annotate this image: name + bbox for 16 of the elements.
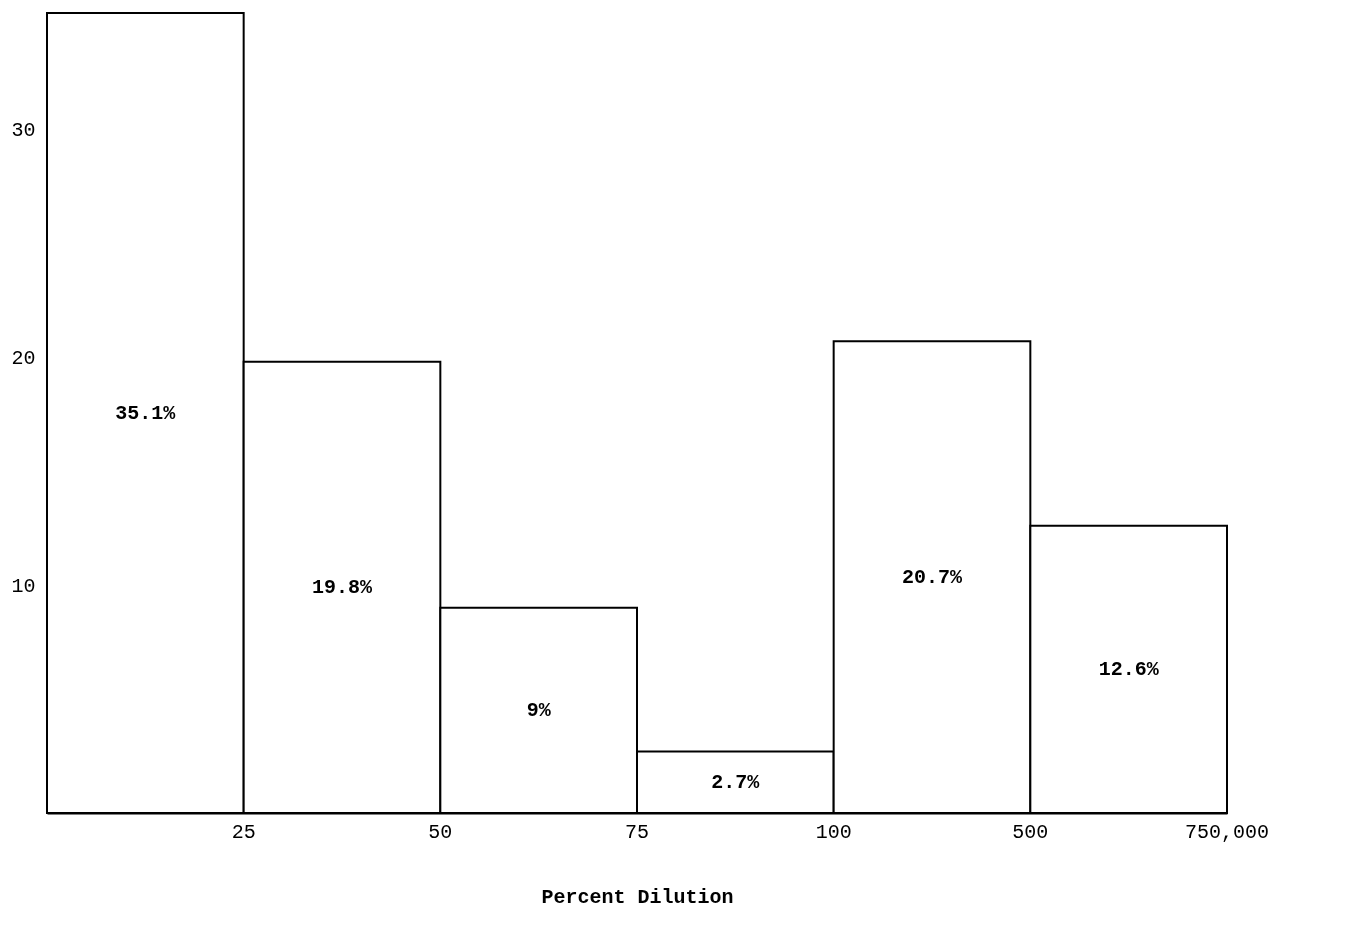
data-label: 9% [526, 699, 552, 723]
data-label: 20.7% [901, 566, 963, 590]
x-tick-label: 75 [624, 820, 650, 844]
x-tick-label: 25 [231, 820, 256, 844]
y-tick-label: 20 [11, 346, 36, 370]
x-tick-label: 750,000 [1184, 820, 1270, 844]
x-tick-label: 500 [1012, 820, 1049, 844]
data-label: 12.6% [1098, 658, 1160, 682]
data-label: 35.1% [115, 402, 177, 425]
x-tick-label: 100 [815, 820, 852, 844]
y-tick-label: 30 [11, 118, 36, 142]
x-axis-title: Percent Dilution [541, 885, 734, 909]
y-tick-label: 10 [11, 574, 36, 598]
data-label: 2.7% [711, 771, 761, 795]
x-tick-label: 50 [428, 820, 453, 844]
data-label: 19.8% [311, 576, 373, 600]
